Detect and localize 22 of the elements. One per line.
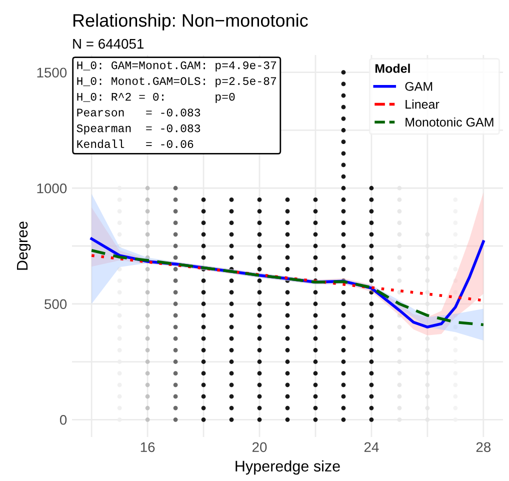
x-axis-title: Hyperedge size [236, 460, 340, 475]
annotation: Kendall = -0.06 [77, 140, 194, 148]
legend-label: Linear [406, 100, 440, 109]
annotation: H_0: GAM=Monot.GAM: p=4.9e-37 [77, 61, 276, 72]
annotation: Pearson = -0.083 [77, 108, 200, 116]
y-tick-label: 1500 [37, 68, 67, 78]
chart-title: Relationship: Non−monotonic [73, 14, 308, 30]
x-tick-label: 16 [140, 442, 155, 452]
legend-title: Model [375, 64, 410, 73]
x-tick-label: 20 [252, 442, 267, 452]
legend-label: Monotonic GAM [406, 117, 494, 127]
x-tick-label: 28 [476, 442, 491, 452]
annotation: H_0: R^2 = 0: p=0 [77, 92, 235, 103]
y-tick-label: 0 [60, 414, 67, 425]
chart-subtitle: N = 644051 [73, 38, 144, 49]
legend-label: GAM [405, 82, 432, 91]
y-tick-label: 1000 [37, 183, 67, 194]
annotation: H_0: Monot.GAM=OLS: p=2.5e-87 [77, 77, 276, 88]
y-tick-label: 500 [44, 299, 67, 310]
y-axis-title: Degree [17, 222, 31, 270]
annotation: Spearman = -0.083 [76, 124, 200, 135]
x-tick-label: 24 [364, 442, 379, 452]
